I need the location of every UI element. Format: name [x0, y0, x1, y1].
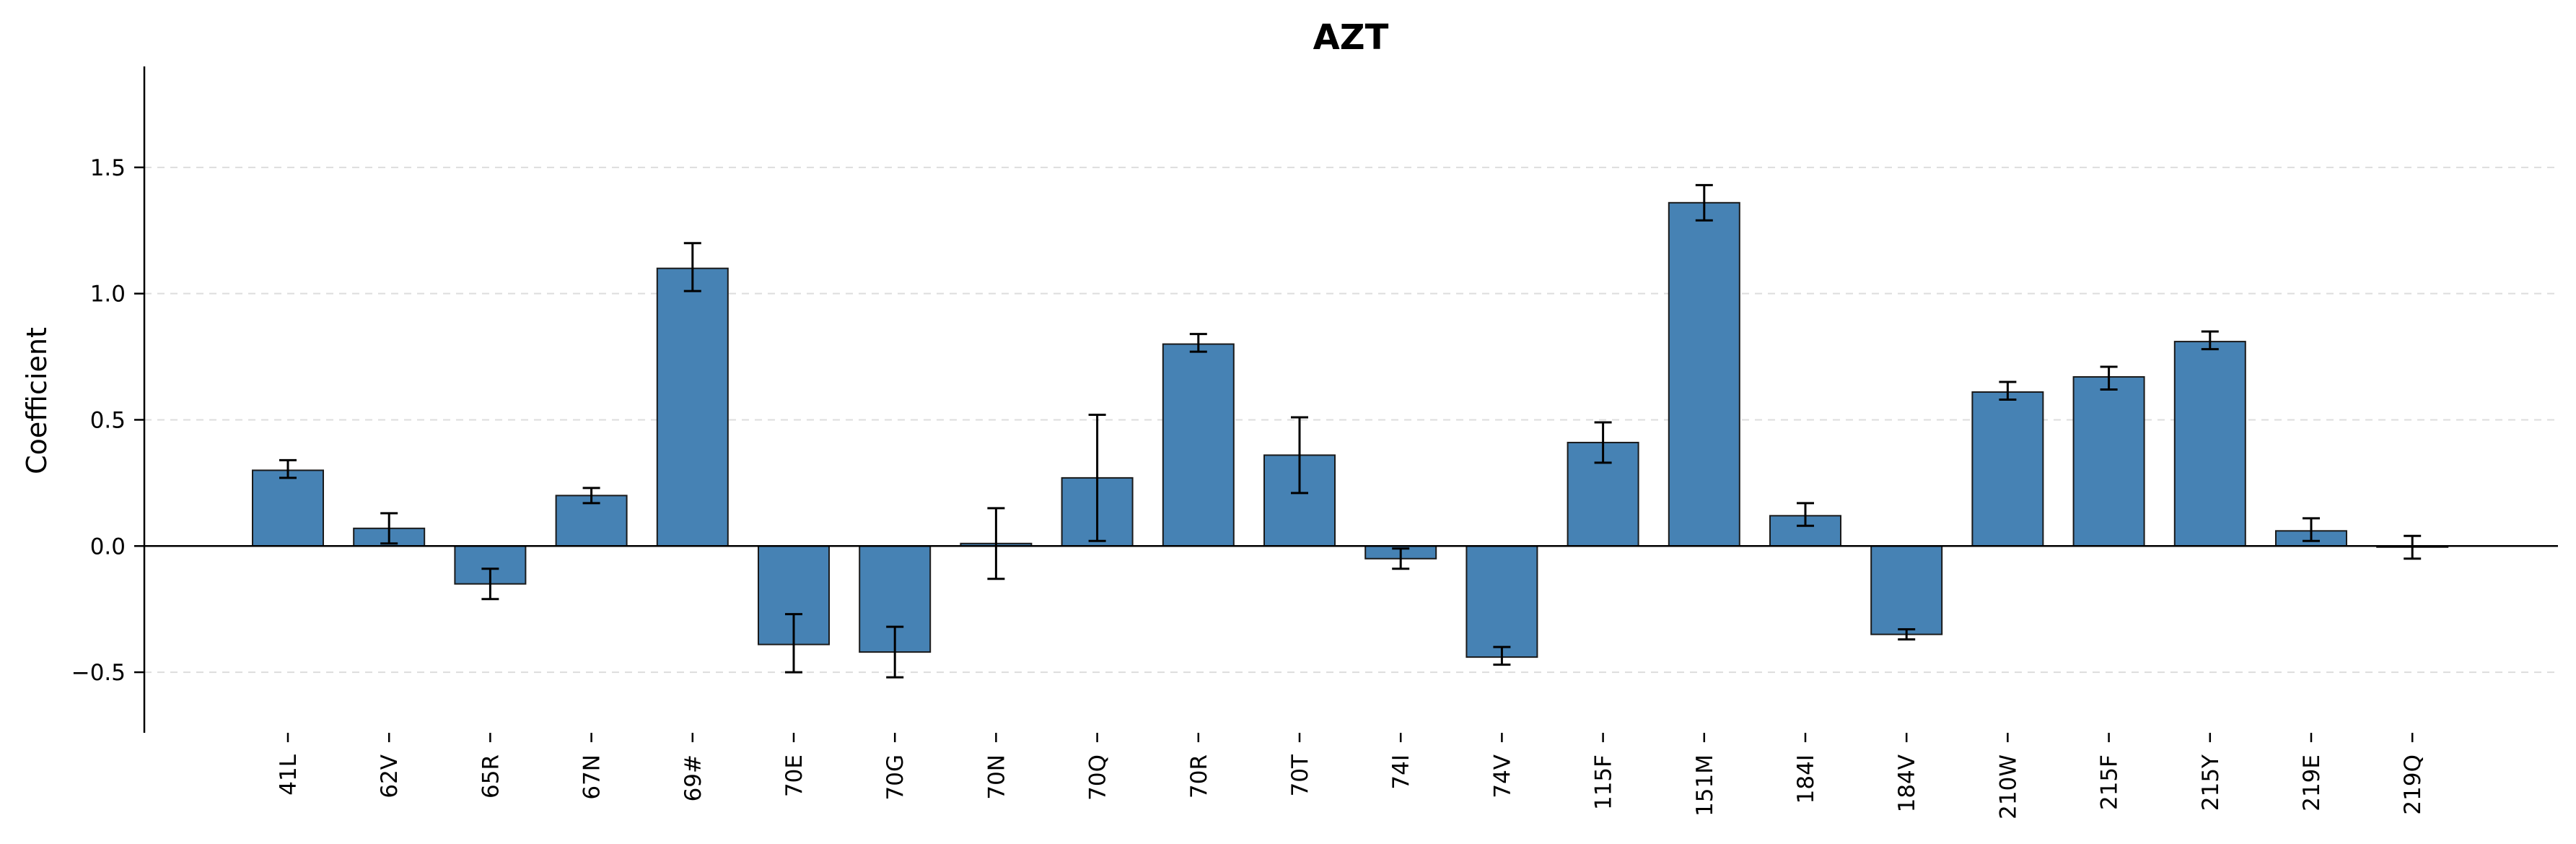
y-tick-label: 1.5 — [90, 155, 126, 181]
axes — [134, 66, 2558, 742]
bars — [252, 201, 2449, 658]
x-tick-label: 115F — [1591, 754, 1617, 810]
x-tick-label: 67N — [579, 754, 605, 800]
y-tick-label: 1.0 — [90, 282, 126, 308]
x-tick-label: 70N — [983, 754, 1009, 800]
x-tick-label: 70T — [1287, 754, 1313, 796]
x-tick-label: 69# — [680, 754, 706, 801]
x-tick-label: 70R — [1186, 754, 1212, 799]
y-tick-label: −0.5 — [71, 660, 126, 686]
x-tick-label: 210W — [1995, 754, 2021, 819]
y-axis-label: Coefficient — [21, 327, 53, 474]
x-tick-label: 62V — [377, 754, 403, 799]
y-tick-label: 0.5 — [90, 407, 126, 433]
error-bars — [279, 183, 2422, 679]
x-tick-label: 70G — [882, 754, 908, 800]
x-tick-label: 70Q — [1085, 754, 1111, 801]
x-tick-label: 215F — [2097, 754, 2123, 810]
chart-title: AZT — [1313, 17, 1389, 58]
bar — [1870, 545, 1943, 635]
x-tick-label: 219E — [2299, 754, 2325, 812]
tick-labels: −0.5 0.0 0.5 1.0 1.5 41L 62V 65R 67N 69# 70E 70G 70N… — [71, 155, 2426, 819]
x-tick-label: 41L — [276, 754, 302, 795]
bar — [656, 267, 729, 547]
bar — [1162, 343, 1235, 547]
x-tick-label: 151M — [1692, 754, 1718, 817]
bar — [2072, 376, 2145, 547]
x-tick-label: 184I — [1793, 754, 1819, 804]
x-tick-label: 65R — [478, 754, 504, 799]
bar — [1466, 545, 1538, 658]
x-tick-label: 219Q — [2400, 754, 2426, 815]
bar — [252, 469, 324, 547]
bar — [1971, 391, 2044, 547]
x-tick-label: 184V — [1894, 754, 1920, 812]
x-tick-label: 70E — [781, 754, 807, 797]
x-tick-label: 215Y — [2198, 754, 2224, 811]
x-tick-label: 74V — [1489, 754, 1515, 799]
y-tick-label: 0.0 — [90, 534, 126, 560]
bar — [1668, 201, 1740, 547]
x-tick-label: 74I — [1388, 754, 1414, 790]
bar — [2173, 341, 2246, 547]
